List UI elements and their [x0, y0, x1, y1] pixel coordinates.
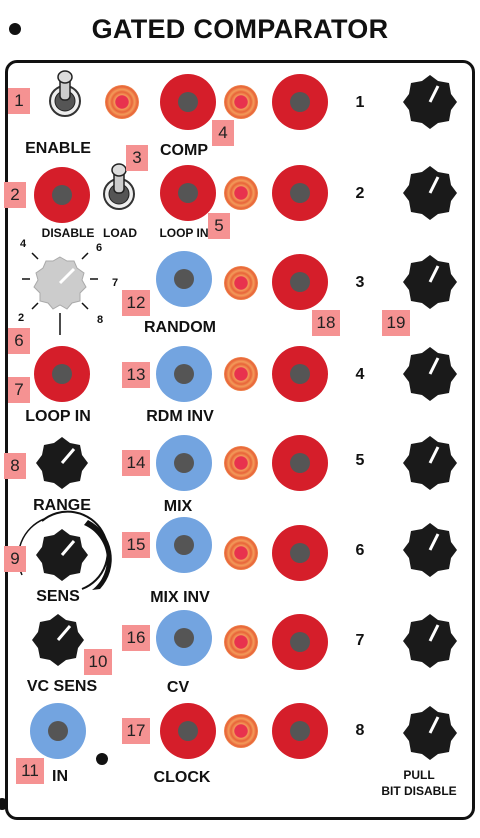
tag-3: 3: [126, 145, 148, 171]
random-label: RANDOM: [144, 319, 216, 337]
clock-label: CLOCK: [154, 769, 211, 787]
tag-7: 7: [8, 377, 30, 403]
row-number-8: 8: [356, 722, 365, 740]
cv-label: CV: [167, 679, 189, 697]
row-number-3: 3: [356, 274, 365, 292]
vc-sens-knob[interactable]: [30, 612, 86, 668]
enable-label: ENABLE: [25, 140, 91, 158]
comp-label: COMP: [160, 142, 208, 160]
mix-jack[interactable]: [156, 435, 212, 491]
rotary-pos-6: 6: [96, 242, 102, 254]
rotary-pos-2: 2: [18, 312, 24, 324]
rotary-pos-4: 4: [20, 238, 26, 250]
output-jack-1[interactable]: [272, 74, 328, 130]
in-label: IN: [52, 768, 68, 786]
rotary-pos-7: 7: [112, 277, 118, 289]
clock-jack[interactable]: [160, 703, 216, 759]
output-jack-2[interactable]: [272, 165, 328, 221]
enable-led: [105, 85, 139, 119]
tag-5: 5: [208, 213, 230, 239]
tag-12: 12: [122, 290, 150, 316]
rdm-inv-label: RDM INV: [146, 408, 214, 426]
row-number-1: 1: [356, 94, 365, 112]
cv-jack[interactable]: [156, 610, 212, 666]
tag-1: 1: [8, 88, 30, 114]
clock-led: [224, 714, 258, 748]
row-number-5: 5: [356, 452, 365, 470]
tag-13: 13: [122, 362, 150, 388]
row-number-2: 2: [356, 185, 365, 203]
load-toggle-switch[interactable]: [99, 163, 139, 225]
tag-2: 2: [4, 182, 26, 208]
tag-18: 18: [312, 310, 340, 336]
tag-6: 6: [8, 328, 30, 354]
module-title: GATED COMPARATOR: [0, 14, 480, 45]
bit-disable-label: BIT DISABLE: [381, 784, 456, 798]
comp-led: [224, 85, 258, 119]
tag-16: 16: [122, 625, 150, 651]
tag-15: 15: [122, 532, 150, 558]
loop-in-jack[interactable]: [34, 346, 90, 402]
vc-sens-label: VC SENS: [27, 678, 97, 696]
mount-hole-top: [9, 23, 21, 35]
in-indicator-dot: [96, 753, 108, 765]
tag-8: 8: [4, 453, 26, 479]
rotary-pos-8: 8: [97, 314, 103, 326]
mix-label: MIX: [164, 498, 192, 516]
loop-in-led: [224, 176, 258, 210]
tag-11: 11: [16, 758, 44, 784]
output-jack-6[interactable]: [272, 525, 328, 581]
bit-knob-6[interactable]: [401, 521, 459, 579]
bit-knob-2[interactable]: [401, 164, 459, 222]
pull-label: PULL: [403, 768, 434, 782]
range-knob[interactable]: [34, 435, 90, 491]
output-jack-4[interactable]: [272, 346, 328, 402]
rdm-inv-jack[interactable]: [156, 346, 212, 402]
rdm-inv-led: [224, 357, 258, 391]
bit-knob-1[interactable]: [401, 73, 459, 131]
loop-in-label: LOOP IN: [25, 408, 91, 426]
output-jack-8[interactable]: [272, 703, 328, 759]
row-number-7: 7: [356, 632, 365, 650]
enable-toggle-switch[interactable]: [45, 70, 85, 132]
mix-inv-led: [224, 536, 258, 570]
cv-led: [224, 625, 258, 659]
comp-jack[interactable]: [160, 74, 216, 130]
mix-inv-label: MIX INV: [150, 589, 210, 607]
random-led: [224, 266, 258, 300]
bit-knob-4[interactable]: [401, 345, 459, 403]
tag-14: 14: [122, 450, 150, 476]
loop-in-top-label: LOOP IN: [159, 226, 208, 240]
output-jack-7[interactable]: [272, 614, 328, 670]
output-jack-3[interactable]: [272, 254, 328, 310]
bit-knob-7[interactable]: [401, 612, 459, 670]
sens-label: SENS: [36, 588, 80, 606]
tag-19: 19: [382, 310, 410, 336]
tag-17: 17: [122, 718, 150, 744]
tag-10: 10: [84, 649, 112, 675]
bit-knob-5[interactable]: [401, 434, 459, 492]
mix-led: [224, 446, 258, 480]
bit-knob-3[interactable]: [401, 253, 459, 311]
random-jack[interactable]: [156, 251, 212, 307]
mix-inv-jack[interactable]: [156, 517, 212, 573]
output-jack-5[interactable]: [272, 435, 328, 491]
row-number-6: 6: [356, 542, 365, 560]
tag-9: 9: [4, 546, 26, 572]
in-jack[interactable]: [30, 703, 86, 759]
tag-4: 4: [212, 120, 234, 146]
bit-knob-8[interactable]: [401, 704, 459, 762]
row-number-4: 4: [356, 366, 365, 384]
disable-jack[interactable]: [34, 167, 90, 223]
